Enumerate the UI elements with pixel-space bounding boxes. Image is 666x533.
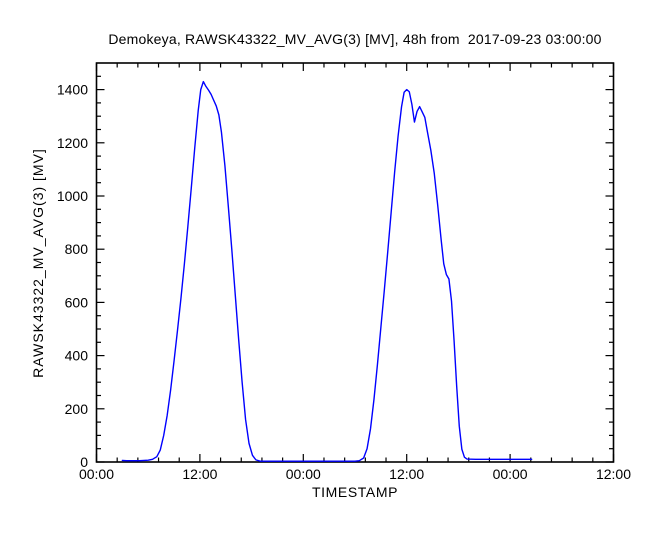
x-tick-label: 12:00	[596, 466, 631, 482]
x-tick-label: 00:00	[493, 466, 528, 482]
x-tick-label: 00:00	[79, 466, 114, 482]
y-tick-label: 1000	[57, 188, 88, 204]
y-axis-label: RAWSK43322_MV_AVG(3) [MV]	[30, 148, 46, 378]
y-tick-label: 0	[80, 454, 88, 470]
y-tick-label: 800	[65, 241, 89, 257]
y-tick-label: 1400	[57, 82, 88, 98]
x-axis-label: TIMESTAMP	[311, 484, 399, 500]
y-tick-label: 600	[65, 294, 89, 310]
y-tick-label: 200	[65, 401, 89, 417]
chart-title: Demokeya, RAWSK43322_MV_AVG(3) [MV], 48h…	[108, 31, 602, 47]
x-tick-label: 00:00	[286, 466, 321, 482]
x-tick-label: 12:00	[389, 466, 424, 482]
plot-frame	[95, 62, 615, 463]
x-tick-label: 12:00	[182, 466, 217, 482]
y-tick-label: 1200	[57, 135, 88, 151]
y-tick-label: 400	[65, 348, 89, 364]
data-line	[121, 80, 533, 462]
